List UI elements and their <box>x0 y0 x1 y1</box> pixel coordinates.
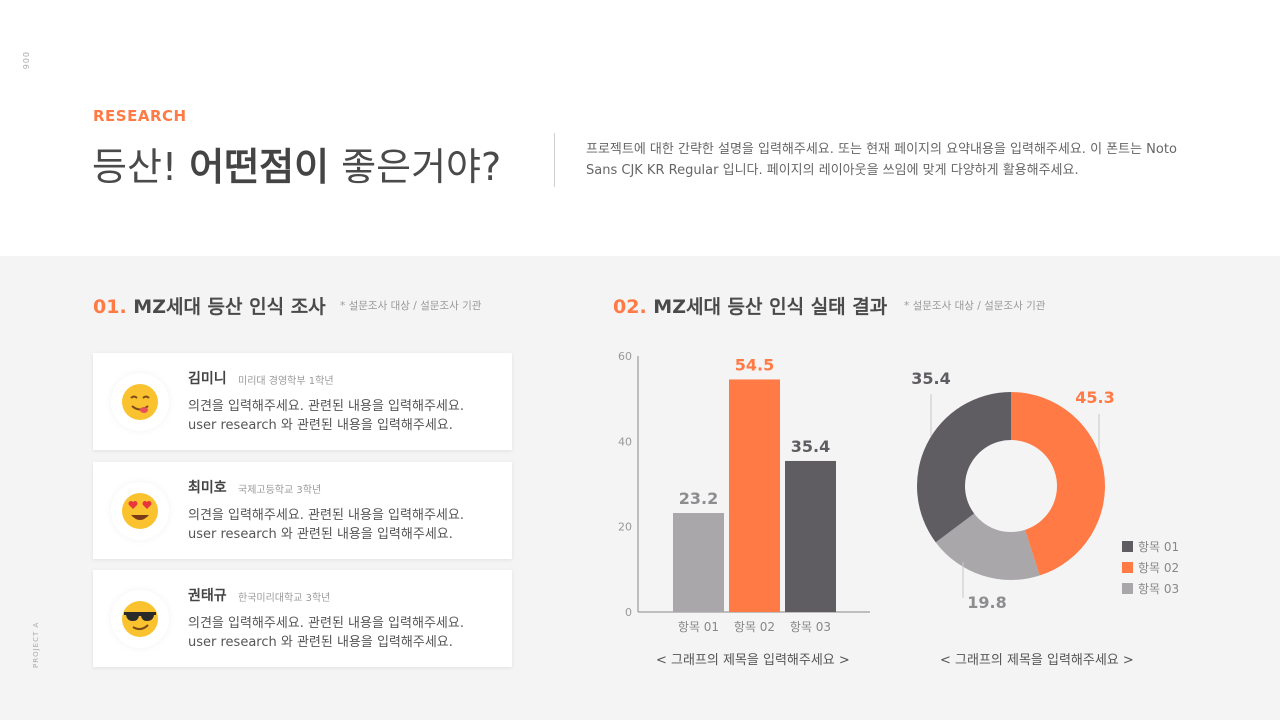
section2-heading: MZ세대 등산 인식 실태 결과 <box>646 296 888 318</box>
opinion-card-3: 권태규 한국미리대학교 3학년 의견을 입력해주세요. 관련된 내용을 입력해주… <box>93 570 512 667</box>
section2-title: 02. MZ세대 등산 인식 실태 결과 <box>613 292 887 319</box>
bar <box>673 513 724 612</box>
section2-number: 02. <box>613 296 647 318</box>
opinion-line-1: 의견을 입력해주세요. 관련된 내용을 입력해주세요. <box>188 399 464 414</box>
y-tick-label: 60 <box>618 350 632 363</box>
heart-eyes-face-icon <box>122 493 158 529</box>
respondent-name: 권태규 <box>188 588 227 604</box>
x-tick-label: 항목 03 <box>790 620 831 634</box>
bar <box>785 460 836 612</box>
section2-note: * 설문조사 대상 / 설문조사 기관 <box>904 300 1046 312</box>
header-divider <box>554 133 555 187</box>
description-line-1: 프로젝트에 대한 간략한 설명을 입력해주세요. 또는 현재 페이지의 요약내용… <box>586 142 1177 157</box>
page-number: 006 <box>21 52 30 71</box>
respondent-school: 한국미리대학교 3학년 <box>238 593 331 604</box>
bar-value-label: 54.5 <box>735 355 774 374</box>
x-tick-label: 항목 02 <box>734 620 775 634</box>
opinion-line-2: user research 와 관련된 내용을 입력해주세요. <box>188 635 453 650</box>
legend-label: 항목 02 <box>1138 561 1179 575</box>
y-tick-label: 0 <box>625 606 632 619</box>
slice-value-label: 35.4 <box>911 369 950 388</box>
title-bold: 어떤점이 <box>189 145 330 189</box>
bar <box>729 379 780 612</box>
avatar <box>111 373 169 431</box>
slice-value-label: 45.3 <box>1075 388 1114 407</box>
yum-face-icon <box>122 384 158 420</box>
page-title: 등산! 어떤점이 좋은거야? <box>92 136 501 191</box>
section1-note: * 설문조사 대상 / 설문조사 기관 <box>340 300 482 312</box>
section1-heading: MZ세대 등산 인식 조사 <box>126 296 326 318</box>
section1-number: 01. <box>93 296 127 318</box>
donut-chart: 35.4 45.3 19.8 항목 01 항목 02 항목 03 <box>911 369 1179 612</box>
bar-value-label: 23.2 <box>679 489 718 508</box>
sunglasses-face-icon <box>122 601 158 637</box>
respondent-name: 김미니 <box>188 371 227 387</box>
opinion-line-1: 의견을 입력해주세요. 관련된 내용을 입력해주세요. <box>188 616 464 631</box>
opinion-card-1: 김미니 미리대 경영학부 1학년 의견을 입력해주세요. 관련된 내용을 입력해… <box>93 353 512 450</box>
donut-slice <box>1011 392 1105 576</box>
donut-slice <box>917 392 1011 543</box>
legend-swatch <box>1122 541 1133 552</box>
legend-label: 항목 01 <box>1138 540 1179 554</box>
eyebrow-label: RESEARCH <box>93 107 187 125</box>
opinion-line-2: user research 와 관련된 내용을 입력해주세요. <box>188 527 453 542</box>
opinion-line-2: user research 와 관련된 내용을 입력해주세요. <box>188 418 453 433</box>
bar-chart: 0 20 40 60 23.2 항목 01 54.5 항목 02 35.4 항목 03 <box>618 350 870 634</box>
header-area <box>0 0 1280 256</box>
x-tick-label: 항목 01 <box>678 620 719 634</box>
respondent-school: 국제고등학교 3학년 <box>238 485 322 496</box>
title-part-2: 좋은거야? <box>329 145 502 189</box>
legend-swatch <box>1122 583 1133 594</box>
legend-swatch <box>1122 562 1133 573</box>
page-description: 프로젝트에 대한 간략한 설명을 입력해주세요. 또는 현재 페이지의 요약내용… <box>586 139 1206 181</box>
avatar <box>111 590 169 648</box>
title-part-1: 등산! <box>92 145 190 189</box>
y-tick-label: 40 <box>618 435 632 448</box>
respondent-name: 최미호 <box>188 480 227 496</box>
respondent-school: 미리대 경영학부 1학년 <box>238 376 334 387</box>
description-line-2: Sans CJK KR Regular 입니다. 페이지의 레이아웃을 쓰임에 … <box>586 163 1079 178</box>
opinion-card-2: 최미호 국제고등학교 3학년 의견을 입력해주세요. 관련된 내용을 입력해주세… <box>93 462 512 559</box>
section1-title: 01. MZ세대 등산 인식 조사 <box>93 292 326 319</box>
slice-value-label: 19.8 <box>967 593 1006 612</box>
bar-value-label: 35.4 <box>791 437 830 456</box>
opinion-line-1: 의견을 입력해주세요. 관련된 내용을 입력해주세요. <box>188 508 464 523</box>
project-label: PROJECT A <box>32 621 40 668</box>
legend-label: 항목 03 <box>1138 582 1179 596</box>
bar-chart-caption: < 그래프의 제목을 입력해주세요 > <box>656 653 850 668</box>
donut-chart-caption: < 그래프의 제목을 입력해주세요 > <box>940 653 1134 668</box>
avatar <box>111 482 169 540</box>
donut-slice <box>935 513 1040 580</box>
y-tick-label: 20 <box>618 521 632 534</box>
